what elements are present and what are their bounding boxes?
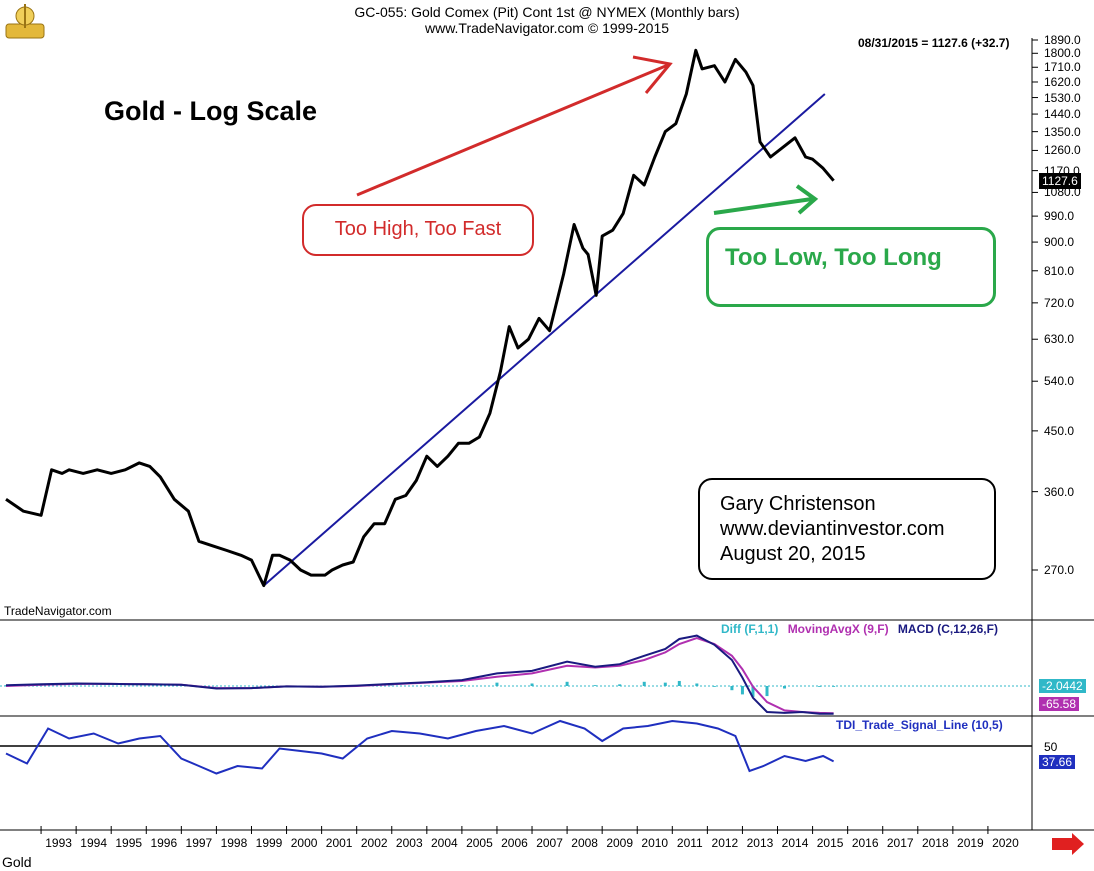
tdi-legend: TDI_Trade_Signal_Line (10,5) [836, 718, 1003, 732]
trendline [263, 93, 826, 587]
x-tick-label: 2002 [360, 836, 388, 850]
x-tick-label: 2012 [711, 836, 739, 850]
y-tick-label: 990.0 [1044, 209, 1075, 224]
x-tick-label: 2017 [886, 836, 914, 850]
y-tick-label: 450.0 [1044, 423, 1075, 438]
x-tick-label: 2009 [606, 836, 634, 850]
too-low-callout: Too Low, Too Long [706, 227, 996, 307]
x-tick-label: 2001 [325, 836, 353, 850]
x-tick-label: 1996 [150, 836, 178, 850]
y-tick-label: 1710.0 [1044, 60, 1081, 75]
macd-legend: Diff (F,1,1) MovingAvgX (9,F) MACD (C,12… [721, 622, 998, 636]
tdi-readout: 37.66 [1039, 755, 1076, 769]
moving-avg-line [5, 637, 834, 715]
y-tick-label: 270.0 [1044, 563, 1075, 577]
y-tick-label: 1440.0 [1044, 107, 1081, 122]
current-price-box: 1127.6 [1039, 172, 1081, 189]
watermark: TradeNavigator.com [4, 604, 112, 618]
x-tick-label: 2010 [641, 836, 669, 850]
legend-macd: MACD (C,12,26,F) [897, 622, 998, 636]
red-arrowhead-icon [632, 55, 673, 94]
x-tick-label: 2013 [746, 836, 774, 850]
tradenavigator-logo-icon [5, 4, 45, 39]
author-date: August 20, 2015 [720, 543, 866, 565]
x-tick-label: 1994 [80, 836, 107, 850]
chart-header-copyright: www.TradeNavigator.com © 1999-2015 [424, 20, 670, 36]
x-tick-label: 1993 [45, 836, 72, 850]
x-tick-label: 2018 [921, 836, 949, 850]
chart-header-title: GC-055: Gold Comex (Pit) Cont 1st @ NYME… [354, 4, 740, 20]
scroll-right-arrow-icon[interactable] [1052, 833, 1084, 855]
y-tick-label: 1800.0 [1044, 46, 1081, 61]
legend-diff: Diff (F,1,1) [721, 622, 779, 636]
x-tick-label: 2014 [781, 836, 809, 850]
x-tick-label: 1999 [255, 836, 283, 850]
signal-readout: -65.58 [1039, 697, 1080, 711]
y-tick-label: 720.0 [1044, 295, 1075, 310]
legend-moving-avg: MovingAvgX (9,F) [787, 622, 889, 636]
x-tick-label: 2011 [676, 836, 703, 850]
y-tick-label: 1890.0 [1044, 33, 1081, 47]
x-tick-label: 2004 [430, 836, 458, 850]
x-tick-label: 1997 [185, 836, 213, 850]
x-tick-label: 1998 [220, 836, 248, 850]
x-tick-label: 2000 [290, 836, 318, 850]
y-tick-label: 810.0 [1044, 263, 1075, 278]
y-tick-label: 1530.0 [1044, 90, 1081, 105]
tdi-signal-line [5, 719, 835, 775]
red-arrow-line [356, 63, 669, 197]
macd-line [5, 634, 834, 715]
x-tick-label: 2008 [571, 836, 598, 850]
last-quote: 08/31/2015 = 1127.6 (+32.7) [858, 36, 1010, 50]
x-tick-label: 1995 [115, 836, 143, 850]
y-tick-label: 1620.0 [1044, 74, 1081, 89]
gold-price-line [5, 48, 835, 588]
y-tick-label: 540.0 [1044, 374, 1075, 389]
y-tick-label: 630.0 [1044, 332, 1075, 347]
diff-readout: -2.0442 [1039, 679, 1086, 693]
main-title: Gold - Log Scale [104, 96, 318, 126]
x-tick-label: 2006 [501, 836, 528, 850]
green-arrowhead-icon [795, 184, 819, 215]
y-tick-label: 1260.0 [1044, 143, 1081, 158]
y-tick-label: 1080.0 [1044, 185, 1081, 200]
x-tick-label: 2019 [957, 836, 984, 850]
y-tick-label: 900.0 [1044, 235, 1075, 250]
x-tick-label: 2007 [536, 836, 563, 850]
author-site: www.deviantinvestor.com [720, 518, 945, 540]
x-tick-label: 2005 [466, 836, 493, 850]
green-arrow-line [713, 197, 813, 215]
footer-symbol: Gold [2, 854, 32, 870]
x-tick-label: 2020 [992, 836, 1019, 850]
y-tick-label: 1350.0 [1044, 124, 1081, 139]
x-tick-label: 2016 [851, 836, 879, 850]
x-tick-label: 2003 [395, 836, 423, 850]
y-tick-label: 360.0 [1044, 484, 1075, 499]
tdi-50-label: 50 [1044, 740, 1058, 754]
author-name: Gary Christenson [720, 493, 876, 515]
too-high-callout: Too High, Too Fast [302, 204, 534, 256]
x-tick-label: 2015 [816, 836, 844, 850]
